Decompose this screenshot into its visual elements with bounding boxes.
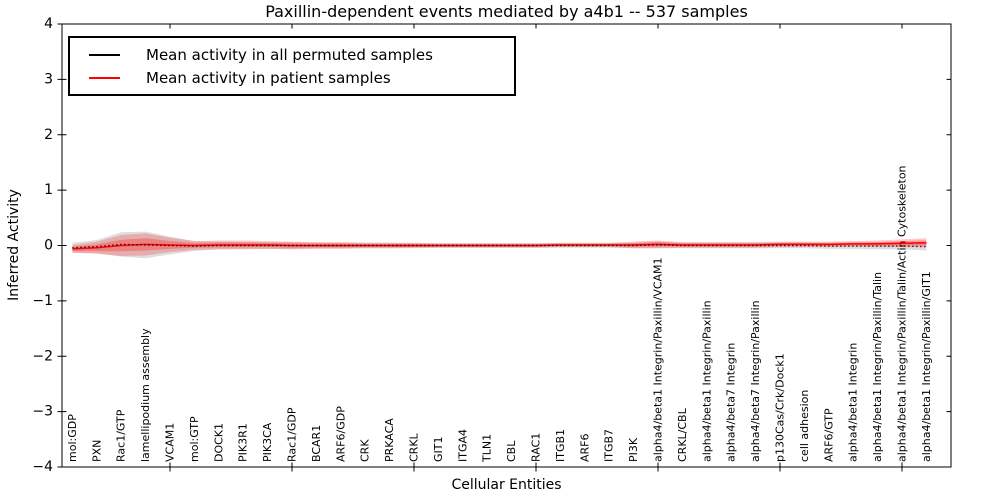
x-tick-label: Rac1/GTP <box>115 409 128 462</box>
x-axis-label: Cellular Entities <box>451 477 562 493</box>
x-tick-label: RAC1 <box>530 433 543 462</box>
x-tick-label: lamellipodium assembly <box>139 328 152 462</box>
x-tick-label: PRKACA <box>383 418 396 462</box>
x-tick-label: ARF6 <box>578 434 591 463</box>
confidence-band <box>72 233 927 257</box>
y-tick-label: −4 <box>32 459 53 475</box>
y-tick-label: −1 <box>32 293 53 309</box>
x-tick-label: BCAR1 <box>310 425 323 462</box>
y-tick-label: −3 <box>32 404 53 420</box>
x-tick-label: PXN <box>90 440 103 462</box>
x-tick-label: cell adhesion <box>798 390 811 462</box>
x-tick-label: CRKL <box>408 432 421 462</box>
x-tick-label: alpha4/beta1 Integrin/Paxillin/VCAM1 <box>652 257 665 462</box>
x-tick-label: mol:GTP <box>188 416 201 462</box>
x-tick-label: PI3K <box>627 437 640 462</box>
x-tick-label: alpha4/beta7 Integrin <box>725 343 738 462</box>
x-tick-label: alpha4/beta1 Integrin <box>847 343 860 462</box>
x-tick-label: p130Cas/Crk/Dock1 <box>774 353 787 462</box>
x-tick-label: alpha4/beta7 Integrin/Paxillin <box>749 300 762 462</box>
x-tick-label: ITGA4 <box>456 429 469 462</box>
x-tick-label: alpha4/beta1 Integrin/Paxillin/GIT1 <box>920 271 933 462</box>
x-tick-label: PIK3R1 <box>237 423 250 462</box>
x-tick-label: alpha4/beta1 Integrin/Paxillin <box>700 300 713 462</box>
y-tick-label: 1 <box>44 182 53 198</box>
legend-label: Mean activity in patient samples <box>146 68 391 87</box>
x-tick-label: DOCK1 <box>212 423 225 462</box>
x-tick-label: alpha4/beta1 Integrin/Paxillin/Talin <box>871 272 884 462</box>
x-tick-label: ITGB1 <box>554 429 567 462</box>
legend-item: Mean activity in patient samples <box>70 69 514 87</box>
x-tick-label: mol:GDP <box>66 414 79 462</box>
x-tick-label: CRK <box>359 439 372 462</box>
legend-line-sample-patient <box>89 76 120 79</box>
y-tick-label: −2 <box>32 348 53 364</box>
chart-title: Paxillin-dependent events mediated by a4… <box>265 2 748 21</box>
x-tick-label: VCAM1 <box>164 423 177 462</box>
x-tick-label: GIT1 <box>432 437 445 463</box>
x-tick-label: CRKL/CBL <box>676 407 689 462</box>
x-tick-label: PIK3CA <box>261 422 274 462</box>
legend-label: Mean activity in all permuted samples <box>146 45 433 64</box>
x-tick-label: TLN1 <box>481 434 494 463</box>
y-tick-label: 4 <box>44 16 53 32</box>
x-tick-label: alpha4/beta1 Integrin/Paxillin/Talin/Act… <box>896 165 909 462</box>
legend-item: Mean activity in all permuted samples <box>70 46 514 64</box>
x-tick-label: Rac1/GDP <box>286 407 299 462</box>
series-line <box>72 241 927 250</box>
y-tick-label: 3 <box>44 71 53 87</box>
x-tick-label: ARF6/GDP <box>334 406 347 462</box>
legend: Mean activity in all permuted samples Me… <box>68 36 516 96</box>
legend-line-sample-permuted <box>89 53 120 56</box>
x-tick-label: ITGB7 <box>603 429 616 462</box>
y-tick-label: 0 <box>44 238 53 254</box>
x-tick-label: CBL <box>505 440 518 462</box>
y-axis-label: Inferred Activity <box>6 189 22 301</box>
y-tick-label: 2 <box>44 127 53 143</box>
x-tick-label: ARF6/GTP <box>822 408 835 462</box>
